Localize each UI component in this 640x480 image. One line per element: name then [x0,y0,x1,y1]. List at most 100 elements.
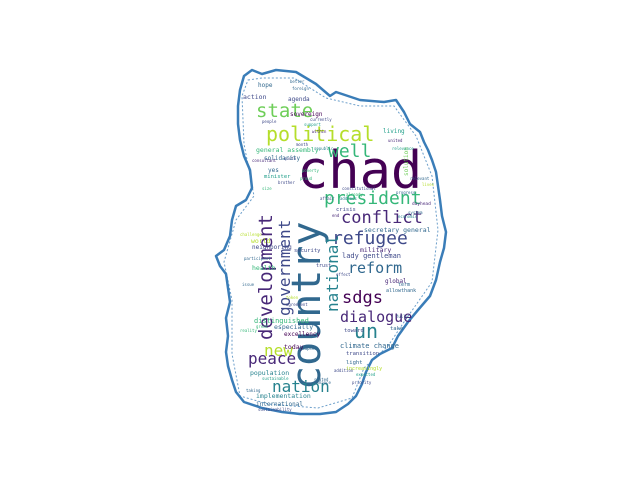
word-expected: expected [356,372,376,377]
word-enhance: enhance [314,380,331,385]
word-allowthank: allowthank [386,288,416,294]
word-international: international [256,401,303,408]
word-issue: issue [242,282,255,287]
word-currently: currently [310,117,332,122]
word-stated: stated [314,377,329,382]
word-dialogue: dialogue [340,308,412,326]
word-climate-change: climate change [340,342,399,350]
word-trust: trust [316,263,331,269]
word-state: state [256,100,313,122]
word-lives: lives [422,182,435,187]
word-neighboring: neighboring [252,244,292,251]
word-better: better [290,79,305,84]
word-un: un [354,319,378,343]
word-excellency: excellency [284,331,321,338]
word-nation: nation [272,377,330,396]
word-term: term [398,282,410,288]
word-government: government [275,220,294,316]
word-minister: minister [264,174,291,180]
word-end: end [332,213,340,218]
word-distinguished: distinguished [254,317,309,325]
word-constitutional: constitutional [342,186,376,191]
word-light: light [346,360,363,366]
word-head: head [420,201,431,207]
word-yes: yes [268,167,279,174]
word-development: development [255,214,277,340]
word-security: security [294,248,321,254]
word-world: world [251,237,271,245]
word-complex: complex [300,346,317,351]
word-conflict: conflict [341,208,423,228]
word-solidarity: solidarity [264,155,301,162]
word-address: address [340,196,357,201]
word-especially: especially [274,323,313,331]
word-sovereign: sovereign [290,111,323,118]
word-population: population [250,369,289,377]
word-proud: proud [300,176,313,181]
word-peace: peace [248,349,296,368]
word-economic: economic [398,214,418,219]
word-layer: chadcountrypoliticalstatepresidentwellre… [240,79,435,412]
word-sustainable: sustainable [262,376,289,381]
word-republic: republic [314,146,334,151]
word-fully: fully [396,314,409,319]
word-day: day [412,201,420,207]
word-country: country [284,221,330,390]
word-united: united [388,138,403,143]
word-crisis: crisis [336,207,356,213]
word-political: political [266,122,374,146]
word-taking: taking [246,388,261,393]
word-participant: participant [244,256,271,261]
word-secretary-general: secretary general [364,226,431,234]
country-outline [214,68,448,416]
word-foreign: foreign [292,86,309,91]
word-relevant: relevant [410,176,430,181]
word-toward: toward [344,328,364,334]
word-token: token [286,295,299,300]
word-new: new [264,341,293,360]
word-consultant: consultant [252,158,277,163]
word-poverty: poverty [302,168,319,173]
word-agreement: agreement [286,302,308,307]
word-reform: reform [348,259,402,277]
word-living: living [383,128,405,135]
word-transition: transition [346,351,379,357]
word-system: system [408,210,423,215]
word-people: people [262,119,277,124]
word-solution: solution [403,147,410,176]
word-military: military [360,246,391,254]
word-chad: chad [297,141,422,201]
word-take: take [390,326,403,332]
word-size: size [262,186,272,191]
word-reality: reality [240,328,257,333]
word-president: president [324,188,422,209]
word-sdgs: sdgs [342,288,383,308]
word-affair: affair [320,196,335,201]
word-challenge: challenge [240,232,262,237]
word-addition: addition [334,368,354,373]
word-increasingly: increasingly [346,366,382,372]
word-refugee: refugee [332,228,408,249]
word-today: today [284,343,304,351]
word-progress: progress [396,190,416,195]
country-outline-inner [223,77,439,409]
word-priority: priority [352,380,372,385]
word-brother: brother [278,180,295,185]
word-agenda: agenda [288,96,310,103]
word-well: well [328,141,371,162]
word-hope: hope [258,82,273,89]
word-already: already [346,192,363,197]
word-national: national [323,235,342,312]
word-general-assembly: general assembly [256,146,319,154]
word-implementation: implementation [256,392,311,400]
word-quote: quote [284,156,297,161]
word-within: within [312,129,327,134]
word-action: action [243,93,267,101]
word-lady-gentleman: lady gentleman [342,252,401,260]
word-month: month [296,142,309,147]
word-sustainability: sustainability [258,407,292,412]
word-health: health [252,264,276,272]
word-support: support [304,122,321,127]
